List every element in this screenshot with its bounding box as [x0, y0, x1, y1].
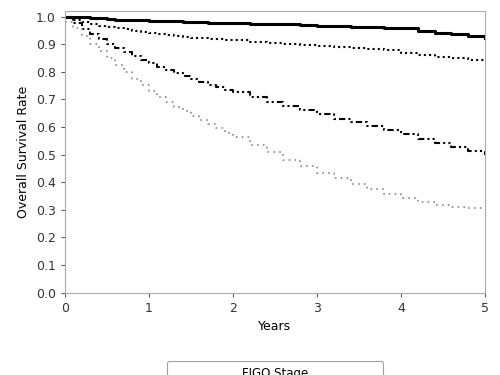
Legend: I, II, III, IV: I, II, III, IV — [167, 361, 383, 375]
Y-axis label: Overall Survival Rate: Overall Survival Rate — [18, 86, 30, 218]
X-axis label: Years: Years — [258, 320, 292, 333]
